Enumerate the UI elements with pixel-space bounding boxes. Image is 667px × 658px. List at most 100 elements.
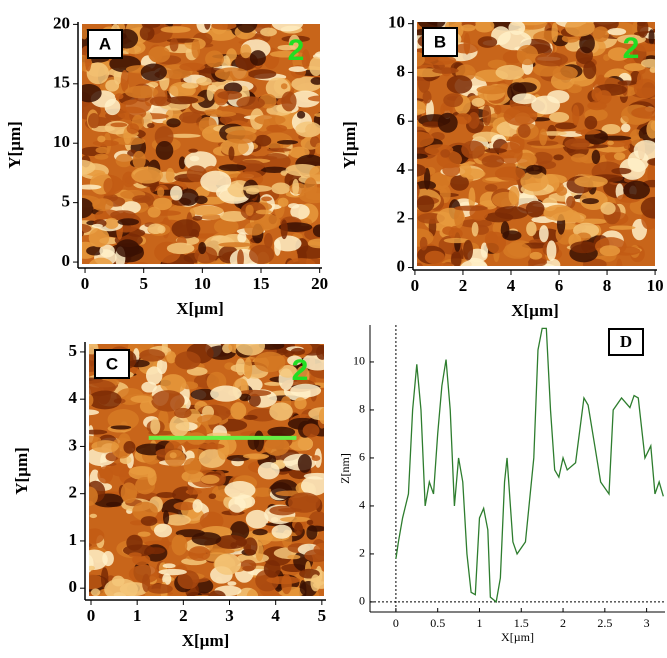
grain (564, 138, 590, 150)
grain (181, 82, 199, 89)
grain (89, 435, 102, 444)
grain (477, 36, 498, 48)
y-tick-label: 0 (397, 256, 406, 275)
grain (254, 114, 286, 126)
grain (171, 219, 201, 239)
grain (424, 250, 445, 265)
grain (89, 528, 105, 544)
grain (599, 245, 621, 257)
grain (443, 93, 464, 108)
grain (239, 393, 251, 402)
grain (191, 532, 222, 546)
grain (206, 84, 214, 101)
grain (249, 50, 266, 66)
grain (422, 55, 457, 66)
grain (166, 351, 177, 364)
grain (526, 221, 537, 237)
x-tick-label: 2.5 (597, 616, 612, 630)
grain (165, 167, 175, 183)
grain (649, 66, 655, 73)
grain (502, 230, 522, 241)
grain (266, 124, 288, 133)
grain (92, 198, 114, 212)
grain (120, 482, 138, 504)
grain (166, 242, 195, 255)
grain (303, 177, 318, 198)
x-tick-label: 15 (253, 274, 270, 293)
grain (260, 152, 291, 171)
grain (89, 409, 100, 416)
grain (278, 364, 298, 378)
grain (237, 232, 247, 243)
y-tick-label: 2 (69, 483, 78, 502)
grain (104, 98, 121, 116)
grain (266, 576, 301, 585)
grain (633, 140, 655, 161)
grain (97, 135, 106, 143)
grain (243, 414, 258, 420)
afm-image (417, 22, 655, 266)
grain (258, 344, 285, 350)
grain (214, 553, 242, 575)
grain (584, 115, 598, 130)
grain (89, 429, 108, 435)
grain (508, 22, 526, 35)
grain (288, 34, 301, 50)
grain (257, 462, 280, 480)
grain (271, 182, 291, 195)
grain (471, 97, 485, 107)
y-tick-label: 6 (397, 110, 406, 129)
grain (617, 80, 637, 86)
grain (196, 77, 212, 86)
grain (460, 24, 476, 32)
grain (208, 493, 217, 500)
grain (543, 204, 574, 221)
grain (208, 590, 226, 596)
grain (497, 30, 532, 51)
grain (315, 51, 320, 58)
grain (540, 131, 567, 136)
grain (255, 209, 272, 215)
grain (419, 236, 428, 251)
grain (189, 205, 224, 216)
grain (310, 77, 320, 85)
y-tick-label: 0 (359, 594, 365, 608)
grain (636, 72, 643, 90)
grain (89, 549, 108, 570)
grain (91, 440, 119, 453)
annotation: 2 (623, 32, 640, 65)
grain (89, 257, 113, 264)
grain (158, 568, 187, 576)
grain (306, 525, 318, 540)
grain (89, 390, 122, 410)
grain (107, 409, 139, 431)
grain (265, 77, 291, 99)
grain (157, 187, 165, 198)
grain (94, 153, 109, 160)
grain (297, 453, 312, 473)
grain (110, 210, 136, 220)
y-tick-label: 20 (53, 13, 70, 32)
grain (463, 239, 474, 261)
grain (277, 197, 289, 207)
grain (99, 244, 115, 258)
grain (279, 516, 311, 523)
y-axis-label: Y[µm] (340, 121, 359, 169)
y-tick-label: 8 (359, 402, 365, 416)
grain (247, 69, 277, 79)
x-tick-label: 1 (133, 606, 142, 625)
grain (174, 407, 192, 419)
grain (188, 546, 211, 562)
grain (200, 170, 232, 193)
y-tick-label: 6 (359, 450, 365, 464)
grain (468, 187, 476, 209)
grain (450, 175, 469, 191)
grain (552, 65, 578, 81)
grain (153, 197, 173, 211)
y-tick-label: 10 (53, 132, 70, 151)
grain (422, 90, 432, 104)
grain (128, 564, 160, 584)
x-tick-label: 20 (311, 274, 328, 293)
grain (226, 130, 257, 144)
